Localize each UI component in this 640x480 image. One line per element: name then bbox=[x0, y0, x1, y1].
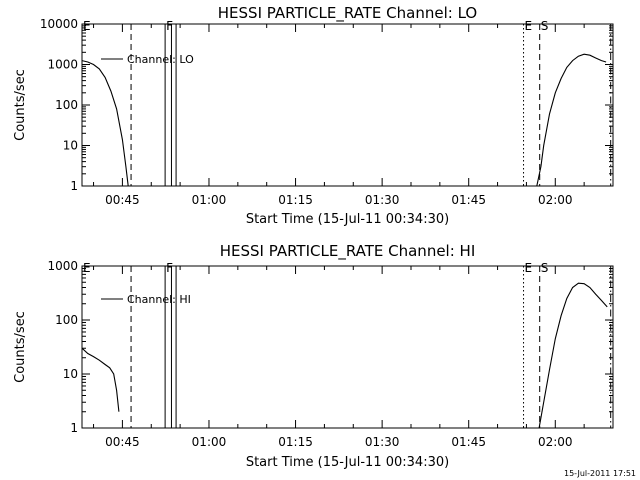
event-marker-label: F bbox=[166, 19, 173, 33]
x-tick-label: 01:30 bbox=[365, 193, 400, 207]
generation-timestamp: 15-Jul-2011 17:51 bbox=[564, 469, 636, 478]
chart-title: HESSI PARTICLE_RATE Channel: HI bbox=[220, 242, 476, 261]
y-tick-label: 1000 bbox=[47, 259, 78, 273]
x-tick-label: 00:45 bbox=[105, 435, 140, 449]
series-line bbox=[536, 53, 607, 187]
series-line bbox=[538, 282, 608, 429]
y-tick-label: 10 bbox=[63, 139, 78, 153]
x-tick-label: 01:45 bbox=[451, 193, 486, 207]
y-tick-label: 100 bbox=[55, 313, 78, 327]
legend-label: Channel: LO bbox=[127, 53, 194, 66]
lo-channel-panel: HESSI PARTICLE_RATE Channel: LO 1 10 100 100… bbox=[13, 4, 614, 227]
series-line bbox=[81, 347, 120, 412]
hi-channel-panel: HESSI PARTICLE_RATE Channel: HI 1 10 100 100… bbox=[13, 242, 614, 470]
chart-title: HESSI PARTICLE_RATE Channel: LO bbox=[218, 4, 477, 23]
x-tick-label: 01:15 bbox=[278, 193, 313, 207]
event-marker-label: S bbox=[541, 261, 549, 275]
y-tick-label: 1 bbox=[70, 179, 78, 193]
event-marker-label: E bbox=[525, 19, 533, 33]
x-tick-label: 01:00 bbox=[192, 435, 227, 449]
x-tick-label: 02:00 bbox=[538, 193, 573, 207]
x-tick-label: 01:45 bbox=[451, 435, 486, 449]
event-marker-label: E bbox=[83, 19, 91, 33]
y-axis-label: Counts/sec bbox=[13, 311, 28, 383]
x-axis-label: Start Time (15-Jul-11 00:34:30) bbox=[246, 212, 449, 227]
y-tick-label: 1000 bbox=[47, 58, 78, 72]
y-tick-label: 10000 bbox=[40, 17, 78, 31]
x-tick-label: 01:15 bbox=[278, 435, 313, 449]
y-tick-label: 10 bbox=[63, 367, 78, 381]
series-line bbox=[81, 60, 129, 187]
plot-frame bbox=[81, 23, 614, 187]
x-axis-label: Start Time (15-Jul-11 00:34:30) bbox=[246, 455, 449, 470]
x-tick-label: 02:00 bbox=[538, 435, 573, 449]
x-tick-label: 01:30 bbox=[365, 435, 400, 449]
legend-label: Channel: HI bbox=[127, 293, 191, 306]
event-marker-label: S bbox=[541, 19, 549, 33]
y-axis-label: Counts/sec bbox=[13, 69, 28, 141]
y-tick-label: 100 bbox=[55, 98, 78, 112]
x-tick-label: 01:00 bbox=[192, 193, 227, 207]
x-tick-label: 00:45 bbox=[105, 193, 140, 207]
plot-frame bbox=[81, 265, 614, 429]
event-marker-label: E bbox=[525, 261, 533, 275]
y-tick-label: 1 bbox=[70, 421, 78, 435]
event-marker-label: F bbox=[166, 261, 173, 275]
event-marker-label: E bbox=[83, 261, 91, 275]
